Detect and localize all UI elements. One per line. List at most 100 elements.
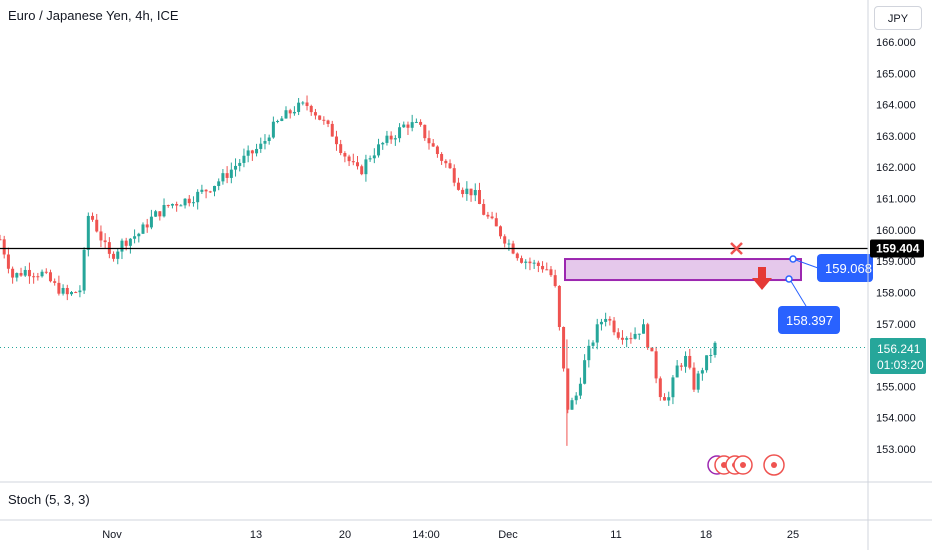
candle-body (549, 269, 553, 276)
candle-body (599, 321, 603, 325)
candle-body (44, 271, 48, 273)
candle-body (461, 189, 465, 195)
zone-bottom-handle[interactable] (785, 275, 793, 283)
price-tick-label: 162.000 (876, 162, 916, 174)
candle-body (297, 102, 301, 112)
candle-body (490, 216, 494, 219)
candle-body (595, 324, 599, 343)
candle-body (6, 254, 10, 269)
candle-body (78, 290, 82, 293)
sell-zone-rectangle[interactable] (564, 258, 802, 282)
candle-body (305, 102, 309, 106)
candle-body (524, 261, 528, 263)
candle-body (448, 163, 452, 169)
candle-body (360, 166, 364, 175)
candle-body (250, 150, 254, 154)
resistance-price-text: 159.404 (876, 242, 920, 256)
candle-body (347, 156, 351, 162)
candle-body (301, 102, 305, 104)
candle-body (608, 318, 612, 321)
candle-body (465, 188, 469, 195)
candle-body (473, 190, 477, 196)
candle-body (187, 198, 191, 204)
candle-body (246, 150, 250, 156)
candle-body (128, 238, 132, 246)
candle-body (688, 355, 692, 368)
candle-body (583, 360, 587, 384)
price-tick-label: 163.000 (876, 131, 916, 143)
price-tick-label: 157.000 (876, 319, 916, 331)
candle-body (389, 135, 393, 140)
candle-body (566, 368, 570, 410)
candle-body (642, 324, 645, 334)
candle-body (23, 269, 27, 276)
candle-body (499, 226, 502, 237)
candle-body (419, 121, 423, 125)
candle-body (70, 292, 73, 295)
candle-body (658, 378, 662, 398)
candle-body (435, 146, 439, 155)
candle-body (452, 168, 456, 183)
candle-body (532, 262, 536, 264)
candle-body (11, 268, 15, 278)
candle-body (402, 124, 406, 128)
currency-button[interactable]: JPY (874, 6, 922, 30)
candle-body (213, 185, 216, 192)
candle-body (154, 211, 158, 217)
candle-body (541, 265, 545, 270)
candle-body (36, 276, 40, 278)
candle-body (225, 173, 229, 178)
down-arrow-icon (752, 267, 772, 290)
current-price-text: 156.241 (877, 342, 921, 356)
candle-body (574, 395, 578, 401)
time-tick-label: Dec (498, 529, 518, 541)
candle-body (503, 236, 507, 244)
candle-body (255, 148, 259, 154)
zone-top-handle[interactable] (789, 255, 797, 263)
candle-body (263, 141, 267, 144)
candle-body (175, 203, 179, 206)
candle-body (179, 205, 183, 207)
candle-body (562, 326, 566, 369)
candle-body (124, 240, 128, 246)
candle-body (650, 347, 654, 352)
candle-body (217, 181, 221, 186)
candle-body (19, 273, 23, 276)
time-axis[interactable]: Nov 13 20 14:00 Dec 11 18 25 (102, 529, 799, 541)
candle-body (377, 144, 381, 156)
candle-body (696, 373, 700, 390)
candle-body (53, 281, 57, 283)
candle-body (520, 258, 524, 263)
candle-body (191, 202, 195, 204)
candle-body (259, 143, 263, 149)
candle-body (112, 253, 116, 259)
candle-body (208, 191, 212, 193)
zone-bottom-callout[interactable] (778, 306, 840, 334)
candle-body (637, 333, 641, 335)
indicator-label[interactable]: Stoch (5, 3, 3) (8, 492, 90, 507)
time-tick-label: Nov (102, 529, 122, 541)
event-markers[interactable] (707, 454, 785, 476)
candle-body (410, 122, 414, 128)
candle-body (667, 397, 671, 401)
candle-body (292, 111, 296, 114)
candle-body (99, 231, 103, 241)
candle-body (557, 285, 561, 327)
chart-title: Euro / Japanese Yen, 4h, ICE (8, 8, 179, 23)
candle-body (486, 214, 490, 217)
zone-top-callout[interactable] (817, 254, 873, 282)
candle-body (162, 205, 166, 217)
candle-body (145, 224, 149, 228)
current-price-tag (870, 338, 926, 374)
candle-body (616, 332, 620, 338)
price-tick-label: 154.000 (876, 413, 916, 425)
candle-body (646, 324, 650, 348)
candle-body (671, 377, 675, 398)
candle-body (654, 351, 658, 379)
candle-body (431, 143, 435, 147)
candle-body (713, 342, 717, 355)
candle-body (545, 269, 549, 271)
candle-body (61, 287, 65, 294)
price-axis[interactable]: 166.000 165.000 164.000 163.000 162.000 161.0… (876, 37, 916, 456)
